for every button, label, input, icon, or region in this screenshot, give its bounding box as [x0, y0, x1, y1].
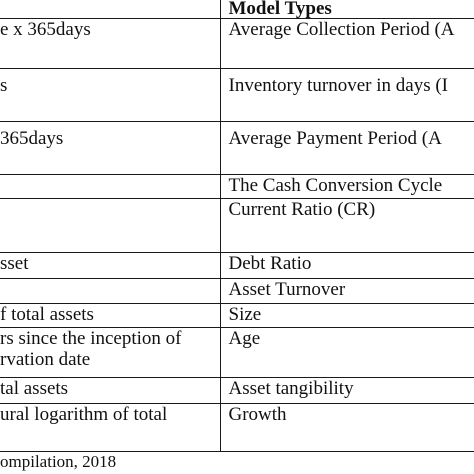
- table-row: Asset Turnover: [0, 277, 474, 304]
- table-cell-formula: s: [0, 68, 221, 123]
- table-cell-model: Size: [219, 302, 474, 329]
- table-cell-formula: 365days: [0, 121, 221, 175]
- table-cell-formula: f total assets: [0, 302, 221, 329]
- table-header-row: Model Types: [0, 0, 474, 19]
- cell-text: Inventory turnover in days (I: [228, 75, 449, 97]
- cell-text: Asset Turnover: [228, 278, 346, 300]
- model-types-table: Model Types e x 365days Average Collecti…: [0, 0, 474, 453]
- table-cell-model: Debt Ratio: [219, 252, 474, 279]
- cell-text: e x 365days: [0, 19, 91, 40]
- cell-text: 365days: [0, 128, 64, 150]
- table-row: The Cash Conversion Cycle: [0, 173, 474, 200]
- cell-text: Current Ratio (CR): [228, 199, 376, 221]
- table-cell-model: Inventory turnover in days (I: [219, 68, 474, 123]
- table-row: rs since the inception of rvation date A…: [0, 327, 474, 379]
- table-cell-formula: sset: [0, 252, 221, 279]
- table-row: tal assets Asset tangibility: [0, 377, 474, 404]
- table-cell-model: Age: [219, 327, 474, 379]
- table-cell-formula: [0, 198, 221, 254]
- table-row: ural logarithm of total Growth: [0, 402, 474, 453]
- cell-text: f total assets: [0, 303, 94, 325]
- cell-text: Debt Ratio: [228, 253, 312, 275]
- cell-text: sset: [0, 253, 29, 275]
- table-cell-formula: [0, 277, 221, 304]
- table-cell-formula: rs since the inception of rvation date: [0, 327, 221, 379]
- header-cell-left: [0, 0, 221, 19]
- table-cell-model: Average Collection Period (A: [219, 17, 474, 70]
- cell-text: tal assets: [0, 378, 69, 400]
- table-cell-model: Current Ratio (CR): [219, 198, 474, 254]
- cell-text: rvation date: [0, 349, 91, 371]
- table-row: e x 365days Average Collection Period (A: [0, 17, 474, 70]
- cell-text: Size: [228, 303, 262, 325]
- cell-text: Average Collection Period (A: [228, 19, 455, 40]
- table-row: f total assets Size: [0, 302, 474, 329]
- cell-text: Growth: [228, 403, 287, 425]
- table-cell-model: Asset tangibility: [219, 377, 474, 404]
- cell-text: ural logarithm of total: [0, 403, 168, 425]
- cell-text: The Cash Conversion Cycle: [228, 174, 443, 196]
- cell-text: rs since the inception of: [0, 328, 182, 350]
- table-row: s Inventory turnover in days (I: [0, 68, 474, 123]
- cell-text: s: [0, 75, 8, 97]
- table-cell-model: The Cash Conversion Cycle: [219, 173, 474, 200]
- table-cell-model: Asset Turnover: [219, 277, 474, 304]
- table-cell-formula: tal assets: [0, 377, 221, 404]
- table-row: Current Ratio (CR): [0, 198, 474, 254]
- table-cell-formula: e x 365days: [0, 17, 221, 70]
- cell-text: Age: [228, 328, 261, 350]
- table-row: sset Debt Ratio: [0, 252, 474, 279]
- cell-text: Asset tangibility: [228, 378, 354, 400]
- cell-text: Average Payment Period (A: [228, 128, 442, 150]
- table-cell-model: Growth: [219, 402, 474, 453]
- header-cell-model-types: Model Types: [219, 0, 474, 19]
- table-cell-formula: ural logarithm of total: [0, 402, 221, 453]
- table-cell-formula: [0, 173, 221, 200]
- table-cell-model: Average Payment Period (A: [219, 121, 474, 175]
- table-row: 365days Average Payment Period (A: [0, 121, 474, 175]
- source-note: ompilation, 2018: [0, 452, 117, 471]
